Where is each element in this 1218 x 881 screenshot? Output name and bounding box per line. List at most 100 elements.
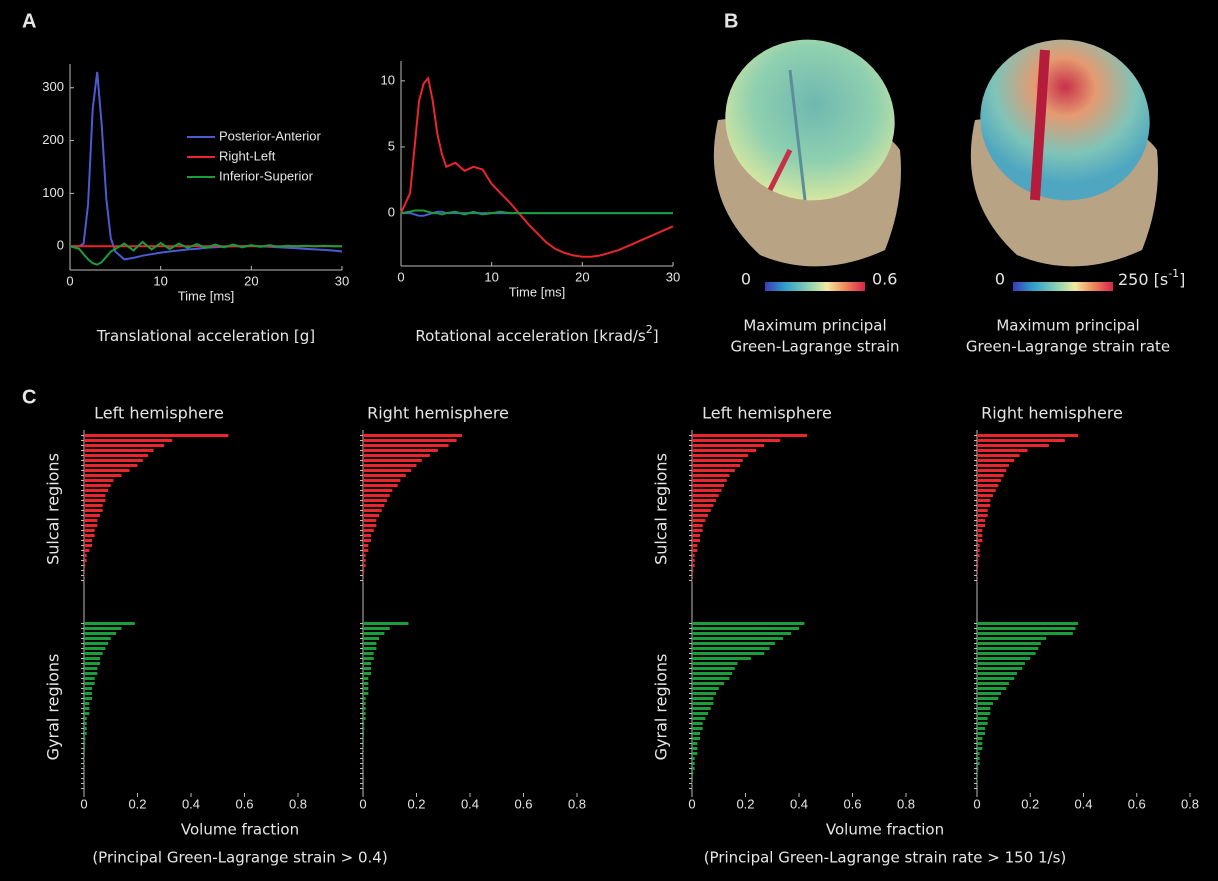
bar bbox=[977, 464, 1009, 467]
y-tick-label: 300 bbox=[42, 79, 64, 94]
bar bbox=[84, 544, 92, 547]
caption-part: ] bbox=[653, 327, 659, 345]
bar bbox=[84, 647, 105, 650]
bar bbox=[977, 449, 1028, 452]
bar bbox=[692, 632, 791, 635]
bar bbox=[977, 494, 993, 497]
bar bbox=[977, 622, 1078, 625]
bar bbox=[692, 579, 693, 582]
bar bbox=[363, 509, 382, 512]
bar bbox=[84, 479, 113, 482]
caption: Maximum principal bbox=[996, 317, 1139, 335]
bar bbox=[692, 747, 697, 750]
bar bbox=[84, 464, 138, 467]
bar bbox=[84, 737, 85, 740]
bar bbox=[977, 554, 980, 557]
bar bbox=[363, 662, 371, 665]
bar bbox=[84, 519, 97, 522]
x-tick-label: 20 bbox=[244, 273, 258, 288]
bar bbox=[692, 569, 693, 572]
bar bbox=[363, 712, 366, 715]
bar bbox=[363, 569, 364, 572]
x-tick-label: 0.8 bbox=[897, 796, 915, 811]
legend-label: Right-Left bbox=[219, 148, 276, 163]
panel-label: C bbox=[22, 386, 36, 408]
bar bbox=[977, 627, 1076, 630]
bar bbox=[363, 484, 398, 487]
bar bbox=[692, 534, 700, 537]
bar bbox=[692, 449, 756, 452]
bar bbox=[977, 692, 1001, 695]
bar bbox=[692, 434, 807, 437]
bar bbox=[84, 637, 111, 640]
bar bbox=[692, 637, 783, 640]
bar bbox=[977, 474, 1004, 477]
bar bbox=[692, 647, 770, 650]
bar bbox=[84, 672, 97, 675]
bar bbox=[692, 717, 705, 720]
bar bbox=[977, 529, 982, 532]
bar bbox=[363, 464, 417, 467]
bar bbox=[692, 672, 732, 675]
bar bbox=[84, 504, 103, 507]
superscript: 2 bbox=[646, 323, 653, 336]
bar bbox=[692, 682, 724, 685]
bar bbox=[977, 444, 1049, 447]
bar bbox=[692, 642, 775, 645]
bar bbox=[84, 622, 135, 625]
bar bbox=[363, 672, 371, 675]
bar bbox=[977, 439, 1065, 442]
bar bbox=[977, 479, 1001, 482]
bar bbox=[84, 652, 103, 655]
bar bbox=[363, 554, 366, 557]
bar bbox=[363, 454, 430, 457]
bar bbox=[363, 514, 379, 517]
x-tick-label: 0 bbox=[688, 796, 695, 811]
bar bbox=[363, 742, 364, 745]
chart-title: Left hemisphere bbox=[702, 404, 832, 423]
bar bbox=[692, 479, 727, 482]
bar bbox=[692, 554, 695, 557]
bar bbox=[84, 727, 87, 730]
x-tick-label: 0.6 bbox=[235, 796, 253, 811]
bar bbox=[363, 702, 366, 705]
caption: (Principal Green-Lagrange strain rate > … bbox=[704, 849, 1067, 867]
bar bbox=[84, 459, 143, 462]
bar bbox=[363, 737, 364, 740]
bar bbox=[363, 722, 364, 725]
x-axis-label: Volume fraction bbox=[181, 821, 299, 839]
bar bbox=[84, 514, 100, 517]
bar bbox=[692, 519, 705, 522]
bar bbox=[977, 762, 980, 765]
x-tick-label: 0.4 bbox=[182, 796, 200, 811]
label-part: ] bbox=[1179, 270, 1185, 289]
bar bbox=[977, 732, 985, 735]
bar bbox=[977, 652, 1036, 655]
y-tick-label: 200 bbox=[42, 132, 64, 147]
bar bbox=[977, 539, 982, 542]
bar bbox=[692, 484, 724, 487]
bar bbox=[84, 509, 103, 512]
bar bbox=[363, 504, 384, 507]
bar bbox=[977, 697, 998, 700]
bar bbox=[363, 559, 366, 562]
bar bbox=[692, 514, 708, 517]
bar bbox=[692, 732, 700, 735]
bar bbox=[692, 504, 713, 507]
line-series bbox=[401, 78, 673, 257]
bar bbox=[84, 549, 89, 552]
caption: Translational acceleration [g] bbox=[96, 327, 315, 345]
bar bbox=[84, 574, 85, 577]
bar bbox=[692, 657, 751, 660]
bar bbox=[977, 707, 990, 710]
bar bbox=[363, 747, 364, 750]
x-tick-label: 0.2 bbox=[1021, 796, 1039, 811]
panel-label: A bbox=[22, 10, 36, 32]
bar bbox=[363, 449, 438, 452]
panel-label: B bbox=[724, 10, 738, 32]
colorbar-label: 0.6 bbox=[872, 270, 897, 289]
bar bbox=[692, 627, 799, 630]
x-tick-label: 0.8 bbox=[289, 796, 307, 811]
chart-title: Right hemisphere bbox=[367, 404, 509, 423]
bar bbox=[692, 752, 697, 755]
